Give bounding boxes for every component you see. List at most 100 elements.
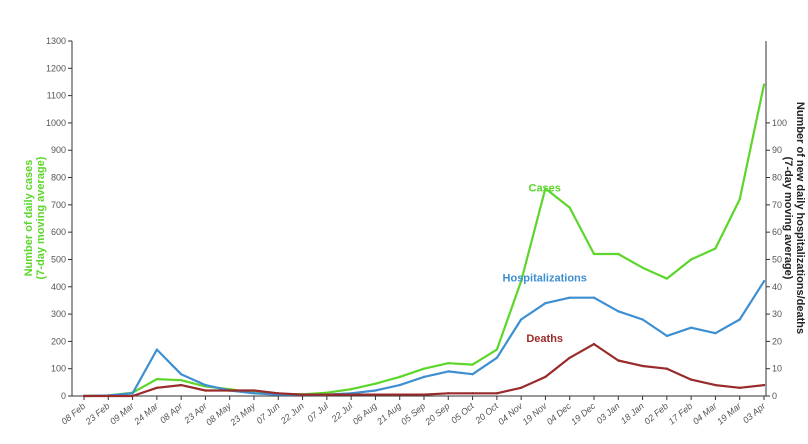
data-point-hospitalizations (714, 331, 717, 335)
x-tick-label: 18 Jan (619, 401, 646, 426)
data-point-deaths (447, 392, 450, 395)
x-tick-label: 20 Sep (423, 401, 452, 428)
data-point-deaths (155, 386, 159, 390)
x-tick-label: 08 Apr (158, 400, 185, 425)
y-right-tick-label: 60 (772, 227, 782, 237)
series-labels: Cases Hospitalizations Deaths (503, 183, 587, 345)
data-point-hospitalizations (204, 383, 207, 387)
y-left-tick-label: 1300 (46, 36, 66, 46)
series-label-deaths: Deaths (526, 333, 563, 345)
y-left-tick-label: 100 (51, 364, 66, 374)
data-point-hospitalizations (544, 301, 547, 305)
data-point-cases (665, 277, 669, 280)
y-left-tick-label: 1100 (47, 91, 66, 101)
x-tick-label: 06 Aug (351, 401, 379, 427)
data-point-deaths (519, 386, 523, 390)
x-tick-label: 17 Feb (667, 401, 695, 427)
series-lines (82, 83, 766, 398)
data-point-deaths (374, 393, 377, 396)
y-left-title-line2: (7-day moving average) (35, 156, 47, 279)
data-point-deaths (398, 393, 401, 396)
x-tick-label: 04 Nov (496, 401, 525, 427)
y-left-tick-label: 600 (51, 227, 66, 237)
y-left-title-line1: Number of daily cases (23, 160, 35, 277)
data-point-cases (617, 252, 620, 256)
data-point-hospitalizations (398, 383, 401, 387)
y-left-tick-label: 800 (51, 173, 66, 183)
y-right-tick-label: 80 (772, 173, 782, 183)
x-tick-label: 23 May (227, 401, 257, 429)
y-right-tick-label: 70 (772, 200, 782, 210)
x-tick-label: 04 Mar (691, 400, 720, 426)
data-point-hospitalizations (762, 280, 766, 283)
data-point-cases (398, 375, 401, 379)
data-point-hospitalizations (252, 392, 256, 395)
data-point-deaths (179, 383, 183, 387)
data-point-deaths (568, 356, 571, 359)
x-tick-label: 08 May (204, 401, 233, 428)
y-right-tick-label: 100 (772, 118, 787, 128)
data-point-hospitalizations (738, 318, 741, 321)
data-point-cases (714, 247, 717, 250)
data-point-hospitalizations (665, 334, 669, 338)
y-right-tick-label: 90 (772, 145, 782, 155)
data-point-hospitalizations (131, 392, 134, 395)
data-point-cases (762, 83, 766, 86)
x-tick-label: 08 Feb (59, 401, 87, 427)
data-point-cases (544, 187, 547, 190)
x-tick-label: 09 Mar (108, 400, 137, 426)
data-point-hospitalizations (155, 348, 159, 351)
y-left-tick-label: 200 (51, 336, 66, 346)
series-label-cases: Cases (529, 183, 561, 195)
y-left-tick-label: 900 (51, 145, 66, 155)
series-line-hospitalizations (82, 280, 766, 398)
series-line-deaths (82, 343, 766, 398)
data-point-deaths (277, 392, 280, 395)
data-point-cases (471, 363, 474, 366)
x-tick-label: 19 Mar (715, 400, 744, 426)
data-point-deaths (617, 359, 620, 362)
data-point-cases (568, 206, 571, 209)
data-point-cases (325, 391, 329, 394)
y-left-axis-title: Number of daily cases (7-day moving aver… (23, 156, 47, 279)
data-point-cases (495, 348, 499, 351)
series-line-cases (82, 83, 766, 398)
x-tick-label: 19 Nov (520, 401, 549, 427)
data-point-deaths (495, 392, 499, 395)
x-tick-label: 21 Aug (374, 401, 403, 427)
data-point-hospitalizations (689, 326, 693, 329)
data-point-deaths (228, 389, 231, 392)
data-point-hospitalizations (374, 389, 377, 392)
data-point-cases (374, 382, 377, 385)
y-right-title-line2: (7-day moving average) (782, 157, 794, 280)
data-point-hospitalizations (447, 370, 450, 373)
data-point-cases (689, 258, 693, 261)
data-point-cases (422, 367, 426, 370)
data-point-deaths (689, 378, 693, 381)
x-tick-label: 07 Jun (254, 401, 281, 426)
y-right-ticks: 0 10 20 30 40 50 60 70 80 90 100 (766, 118, 787, 401)
x-tick-label: 05 Oct (449, 401, 476, 426)
y-left-tick-label: 400 (51, 282, 66, 292)
data-point-deaths (301, 393, 304, 396)
data-point-deaths (665, 367, 669, 370)
data-point-cases (447, 362, 450, 365)
y-right-tick-label: 20 (772, 336, 782, 346)
data-point-deaths (252, 389, 256, 392)
data-point-deaths (204, 389, 207, 392)
data-point-hospitalizations (519, 318, 523, 321)
data-point-hospitalizations (495, 356, 499, 359)
x-tick-label: 05 Sep (399, 401, 427, 427)
y-right-title-line1: Number of new daily hospitalizations/dea… (794, 102, 806, 334)
data-point-hospitalizations (617, 310, 620, 313)
data-point-deaths (349, 393, 353, 396)
x-tick-label: 03 Jan (594, 401, 621, 426)
data-point-deaths (544, 375, 547, 379)
data-point-cases (641, 266, 644, 269)
data-point-cases (155, 377, 159, 381)
y-right-tick-label: 10 (772, 364, 782, 374)
y-right-tick-label: 30 (772, 309, 782, 319)
